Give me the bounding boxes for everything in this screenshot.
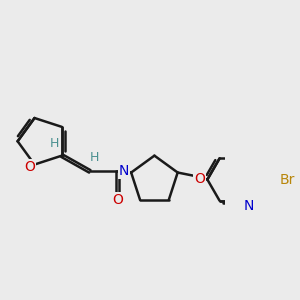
Text: Br: Br xyxy=(279,172,295,187)
Text: N: N xyxy=(119,164,129,178)
Text: O: O xyxy=(112,193,123,207)
Text: H: H xyxy=(50,137,60,150)
Text: O: O xyxy=(194,172,205,186)
Text: H: H xyxy=(89,151,99,164)
Text: O: O xyxy=(24,160,35,174)
Text: N: N xyxy=(243,199,254,213)
